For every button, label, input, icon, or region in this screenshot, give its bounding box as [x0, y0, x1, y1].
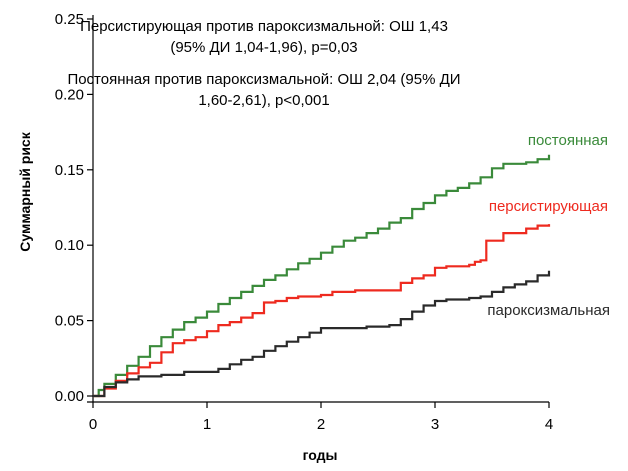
y-tick-label: 0.10 — [55, 237, 84, 254]
series-label-paroxysmal: пароксизмальная — [487, 302, 610, 319]
series-line-1 — [93, 224, 551, 398]
series-label-persistent: персистирующая — [489, 198, 608, 215]
series-group — [93, 154, 551, 398]
x-tick-label: 1 — [203, 416, 211, 433]
axes: 0.00 0.05 0.10 0.15 0.20 0.25 0 1 2 3 4 — [55, 11, 553, 433]
y-tick-label: 0.05 — [55, 313, 84, 330]
y-axis-title: Суммарный риск — [17, 131, 33, 251]
x-axis-title: годы — [303, 447, 338, 463]
y-tick-label: 0.25 — [55, 11, 84, 28]
y-tick-label: 0.15 — [55, 162, 84, 179]
y-tick-label: 0.00 — [55, 388, 84, 405]
y-tick-label: 0.20 — [55, 86, 84, 103]
x-tick-label: 3 — [431, 416, 439, 433]
annotation-line-1: Персистирующая против пароксизмальной: О… — [80, 18, 448, 35]
annotation-line-3: Постоянная против пароксизмальной: ОШ 2,… — [67, 71, 460, 88]
x-tick-label: 4 — [545, 416, 553, 433]
annotation-line-2: (95% ДИ 1,04-1,96), p=0,03 — [170, 39, 357, 56]
annotation-line-4: 1,60-2,61), p<0,001 — [198, 92, 329, 109]
series-line-0 — [93, 154, 551, 398]
x-tick-label: 0 — [89, 416, 97, 433]
series-line-2 — [93, 270, 551, 398]
series-label-permanent: постоянная — [528, 132, 608, 149]
x-tick-label: 2 — [317, 416, 325, 433]
